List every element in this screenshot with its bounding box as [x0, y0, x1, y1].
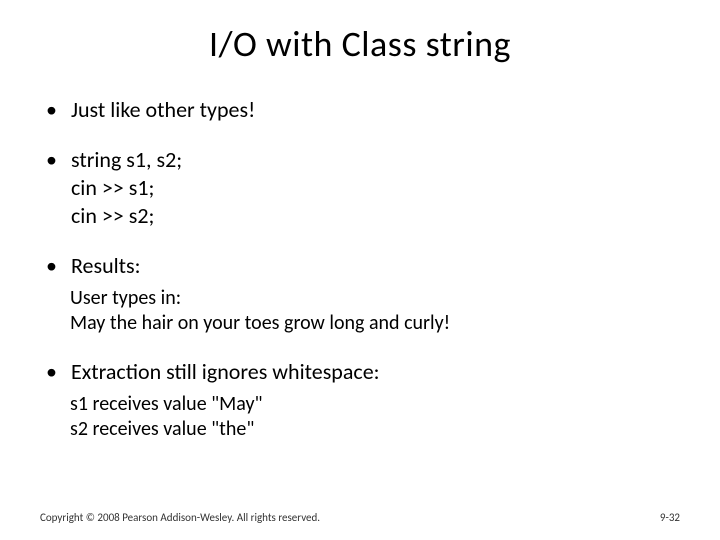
- bullet-item: • Results:: [46, 252, 680, 280]
- bullet-item: • Just like other types!: [46, 96, 680, 124]
- code-line: cin >> s1;: [71, 174, 182, 202]
- sub-text: s2 receives value "the": [70, 417, 680, 442]
- code-lines: string s1, s2; cin >> s1; cin >> s2;: [71, 146, 182, 230]
- bullet-block-3: • Results: User types in: May the hair o…: [46, 252, 680, 336]
- slide-title: I/O with Class string: [40, 22, 680, 66]
- bullet-text: Results:: [71, 252, 141, 280]
- slide-container: I/O with Class string • Just like other …: [0, 0, 720, 540]
- footer-page-number: 9-32: [660, 511, 680, 524]
- code-line: cin >> s2;: [71, 202, 182, 230]
- bullet-text: Just like other types!: [71, 96, 255, 124]
- bullet-text: Extraction still ignores whitespace:: [71, 358, 380, 386]
- bullet-dot-icon: •: [46, 358, 57, 386]
- slide-content: • Just like other types! • string s1, s2…: [40, 96, 680, 442]
- sub-text: s1 receives value "May": [70, 392, 680, 417]
- bullet-dot-icon: •: [46, 96, 57, 124]
- bullet-block-4: • Extraction still ignores whitespace: s…: [46, 358, 680, 442]
- sub-text: May the hair on your toes grow long and …: [70, 311, 680, 336]
- code-line: string s1, s2;: [71, 146, 182, 174]
- bullet-item: • string s1, s2; cin >> s1; cin >> s2;: [46, 146, 680, 230]
- bullet-block-1: • Just like other types!: [46, 96, 680, 124]
- bullet-dot-icon: •: [46, 146, 57, 174]
- bullet-dot-icon: •: [46, 252, 57, 280]
- bullet-item: • Extraction still ignores whitespace:: [46, 358, 680, 386]
- footer-copyright: Copyright © 2008 Pearson Addison-Wesley.…: [40, 511, 320, 524]
- sub-text: User types in:: [70, 286, 680, 311]
- bullet-block-2: • string s1, s2; cin >> s1; cin >> s2;: [46, 146, 680, 230]
